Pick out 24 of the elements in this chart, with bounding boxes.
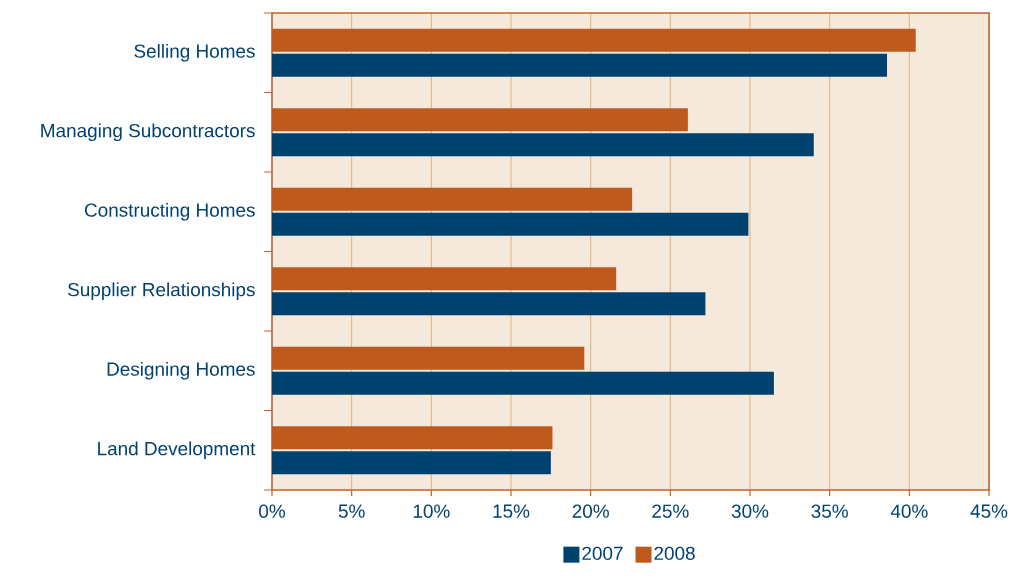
x-tick-label: 25% xyxy=(652,504,689,518)
x-tick-label: 35% xyxy=(811,504,848,518)
x-tick-label: 10% xyxy=(413,504,450,518)
legend-label: 2007 xyxy=(582,546,623,561)
y-tick-label: Selling Homes xyxy=(134,43,255,62)
y-tick-label: Land Development xyxy=(98,441,256,460)
y-tick-label: Constructing Homes xyxy=(84,202,255,221)
bar xyxy=(272,292,706,316)
y-tick-label: Managing Subcontractors xyxy=(41,123,255,142)
bar xyxy=(272,371,774,395)
bar xyxy=(272,212,749,236)
x-tick-label: 45% xyxy=(970,504,1008,518)
bar xyxy=(272,451,551,475)
x-tick-label: 30% xyxy=(731,504,769,518)
legend-label: 2008 xyxy=(654,546,695,561)
x-tick-label: 20% xyxy=(572,504,609,518)
x-tick-label: 0% xyxy=(259,504,286,518)
bar xyxy=(272,53,888,77)
y-tick-label: Designing Homes xyxy=(107,361,255,380)
y-tick-label: Supplier Relationships xyxy=(68,282,255,301)
x-tick-label: 15% xyxy=(493,504,530,518)
x-tick-label: 40% xyxy=(890,504,928,518)
x-tick-label: 5% xyxy=(338,504,365,518)
bar xyxy=(272,133,814,157)
